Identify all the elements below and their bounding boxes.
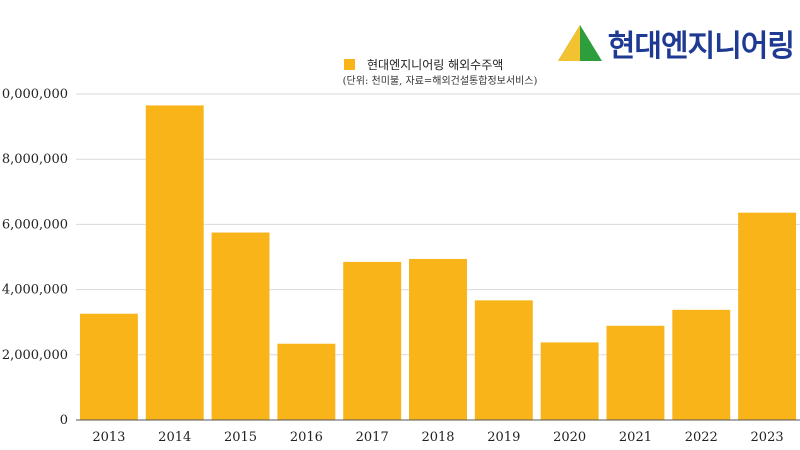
bar bbox=[606, 325, 665, 420]
x-tick-label: 2017 bbox=[356, 430, 389, 445]
company-logo: 현대엔지니어링 bbox=[557, 22, 795, 64]
bar bbox=[343, 261, 402, 420]
x-tick-label: 2021 bbox=[619, 430, 652, 445]
legend-swatch bbox=[344, 59, 355, 70]
bar bbox=[211, 232, 270, 420]
y-tick-label: 0 bbox=[60, 413, 68, 428]
y-tick-label: 10,000,000 bbox=[0, 87, 68, 102]
bar bbox=[409, 258, 467, 420]
x-tick-label: 2013 bbox=[92, 430, 125, 445]
hyundai-engineering-triangle-logo-icon bbox=[557, 25, 602, 61]
bar bbox=[277, 343, 336, 420]
bar bbox=[79, 313, 138, 420]
y-tick-label: 2,000,000 bbox=[2, 348, 68, 363]
bar bbox=[738, 212, 797, 420]
bar bbox=[672, 309, 731, 420]
legend-label: 현대엔지니어링 해외수주액 bbox=[367, 58, 504, 72]
x-tick-label: 2016 bbox=[290, 430, 323, 445]
bar bbox=[145, 105, 204, 420]
y-tick-label: 8,000,000 bbox=[2, 152, 68, 167]
x-tick-label: 2023 bbox=[751, 430, 784, 445]
x-tick-label: 2019 bbox=[487, 430, 520, 445]
x-tick-label: 2015 bbox=[224, 430, 257, 445]
logo-text: 현대엔지니어링 bbox=[607, 29, 795, 64]
y-tick-label: 6,000,000 bbox=[2, 217, 68, 232]
chart-subtitle: (단위: 천미불, 자료=해외건설통합정보서비스) bbox=[342, 76, 538, 87]
bar bbox=[474, 300, 533, 420]
x-tick-label: 2018 bbox=[421, 430, 454, 445]
x-tick-label: 2020 bbox=[553, 430, 586, 445]
x-tick-label: 2022 bbox=[685, 430, 718, 445]
x-tick-label: 2014 bbox=[158, 430, 191, 445]
bar bbox=[540, 342, 599, 420]
y-tick-label: 4,000,000 bbox=[2, 283, 68, 298]
chart-legend: 현대엔지니어링 해외수주액 bbox=[344, 56, 503, 73]
